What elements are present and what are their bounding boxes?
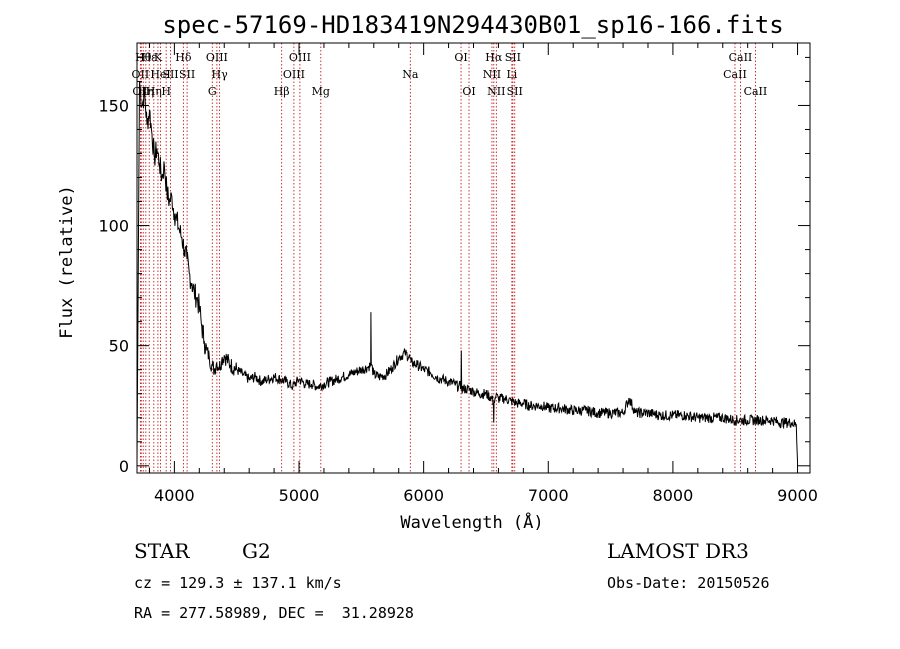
line-label: H bbox=[161, 85, 171, 98]
line-label: OI bbox=[454, 51, 467, 64]
line-label: OIII bbox=[206, 51, 228, 64]
line-label: OIII bbox=[283, 68, 305, 81]
line-label: OI bbox=[462, 85, 475, 98]
x-ticks: 4000 5000 6000 7000 8000 9000 bbox=[148, 43, 818, 505]
redshift-cz: cz = 129.3 ± 137.1 km/s bbox=[134, 574, 342, 592]
line-label: Na bbox=[402, 68, 419, 81]
object-subclass: G2 bbox=[242, 539, 271, 563]
line-label: Hθ bbox=[135, 51, 152, 64]
x-tick-label: 7000 bbox=[528, 486, 569, 505]
y-tick-label: 100 bbox=[98, 217, 129, 236]
line-label: SII bbox=[507, 85, 523, 98]
chart-title: spec-57169-HD183419N294430B01_sp16-166.f… bbox=[162, 11, 783, 39]
line-label: Hγ bbox=[212, 68, 229, 81]
line-label: OIII bbox=[289, 51, 311, 64]
line-label: K bbox=[154, 51, 163, 64]
line-label: SII bbox=[179, 68, 195, 81]
line-label: CaII bbox=[744, 85, 768, 98]
x-tick-label: 6000 bbox=[403, 486, 444, 505]
line-label: Mg bbox=[312, 85, 330, 98]
line-label: Hδ bbox=[175, 51, 192, 64]
plot-frame bbox=[136, 42, 811, 474]
x-tick-label: 5000 bbox=[279, 486, 320, 505]
line-label: Hη bbox=[146, 85, 162, 98]
line-label: NII bbox=[487, 85, 505, 98]
line-label: SII bbox=[162, 68, 178, 81]
line-label: CaII bbox=[729, 51, 753, 64]
x-tick-label: 9000 bbox=[777, 486, 818, 505]
y-tick-label: 50 bbox=[109, 337, 129, 356]
line-markers bbox=[139, 43, 756, 473]
x-axis-label: Wavelength (Å) bbox=[400, 511, 543, 533]
object-class: STAR bbox=[134, 539, 190, 563]
line-label: Hη bbox=[138, 85, 154, 98]
spectrum-line bbox=[136, 81, 798, 462]
x-tick-label: 8000 bbox=[653, 486, 694, 505]
line-labels: OIIOIIHθHηHεHηKHeIHSIIHδSIIGOIIIHγHβOIII… bbox=[132, 51, 768, 98]
x-tick-label: 4000 bbox=[154, 486, 195, 505]
line-label: HeI bbox=[150, 68, 170, 81]
y-tick-label: 150 bbox=[98, 96, 129, 115]
survey-name: LAMOST DR3 bbox=[607, 539, 749, 563]
line-label: Hε bbox=[142, 51, 158, 64]
y-tick-label: 0 bbox=[119, 457, 129, 476]
line-label: SII bbox=[505, 51, 521, 64]
y-axis-label: Flux (relative) bbox=[57, 185, 77, 339]
y-ticks: 0 50 100 150 bbox=[98, 56, 810, 476]
line-label: Hα bbox=[485, 51, 503, 64]
line-label: OII bbox=[132, 68, 150, 81]
line-label: G bbox=[208, 85, 217, 98]
line-label: CaII bbox=[723, 68, 747, 81]
line-label: NII bbox=[483, 68, 501, 81]
line-label: Li bbox=[506, 68, 517, 81]
obs-date: Obs-Date: 20150526 bbox=[607, 574, 770, 592]
ra-dec: RA = 277.58989, DEC = 31.28928 bbox=[134, 604, 414, 622]
line-label: Hβ bbox=[274, 85, 290, 98]
